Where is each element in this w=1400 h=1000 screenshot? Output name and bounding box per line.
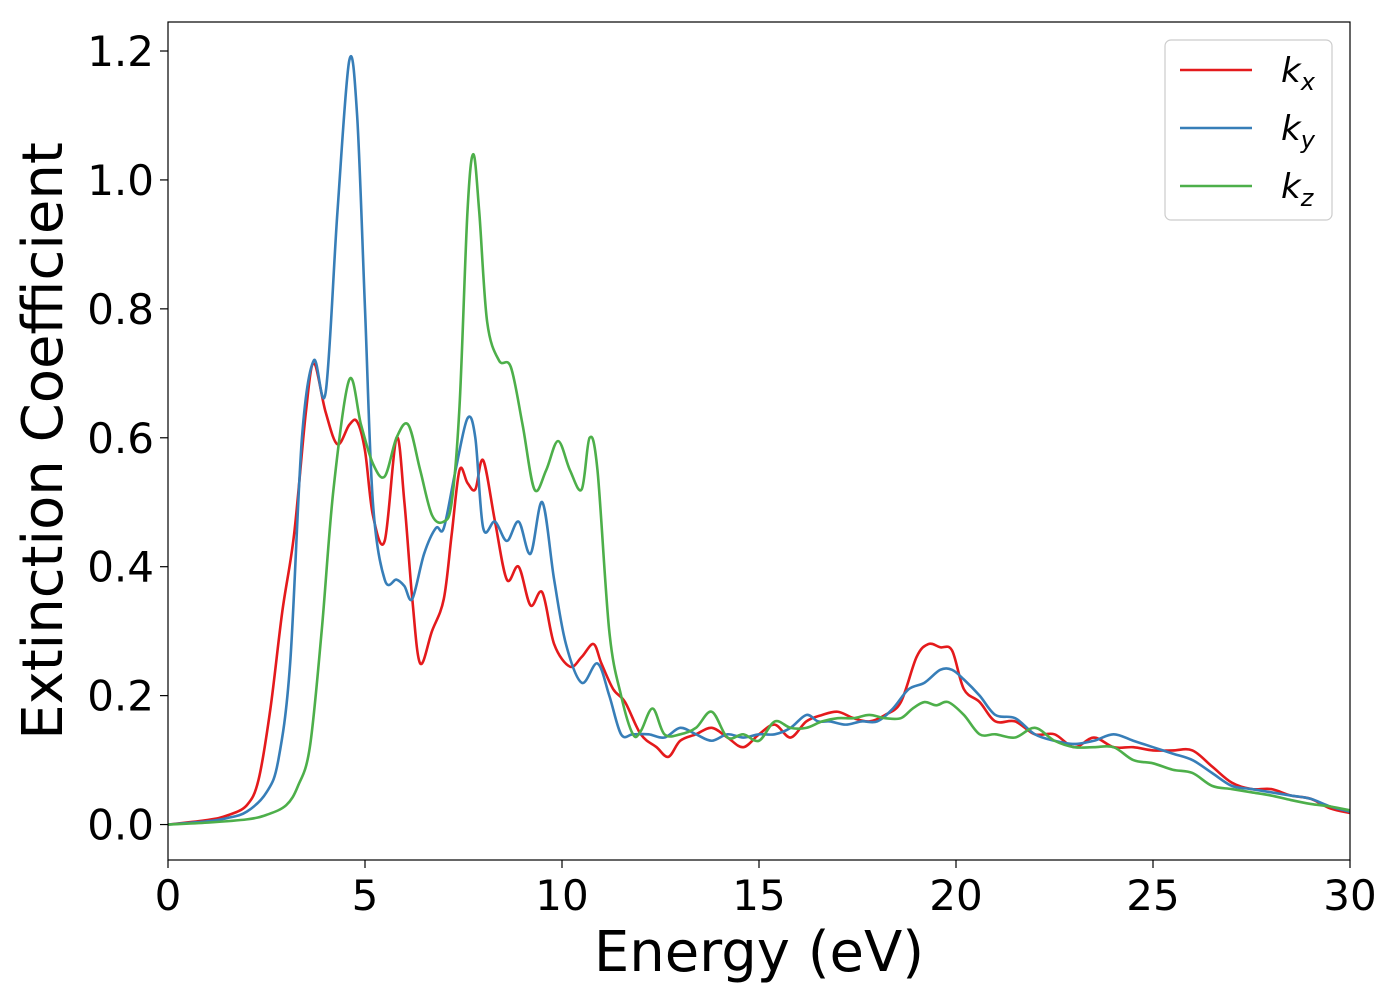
x-tick-label: 0 <box>155 871 182 920</box>
y-tick-label: 0.2 <box>87 672 154 721</box>
y-tick-label: 0.0 <box>87 801 154 850</box>
y-tick-label: 0.6 <box>87 414 154 463</box>
x-axis-title: Energy (eV) <box>594 920 924 985</box>
x-tick-label: 15 <box>732 871 785 920</box>
legend-box <box>1164 39 1333 221</box>
series-line-kz <box>167 152 1351 826</box>
x-tick-label: 25 <box>1126 871 1179 920</box>
x-tick-label: 20 <box>929 871 982 920</box>
x-axis: 0 5 10 15 20 25 30 <box>155 860 1377 920</box>
y-tick-label: 1.0 <box>87 156 154 205</box>
x-tick-label: 10 <box>535 871 588 920</box>
y-axis: 0.0 0.2 0.4 0.6 0.8 1.0 1.2 <box>87 27 168 850</box>
x-tick-label: 30 <box>1323 871 1376 920</box>
y-tick-label: 0.8 <box>87 285 154 334</box>
y-tick-label: 0.4 <box>87 543 154 592</box>
y-tick-label: 1.2 <box>87 27 154 76</box>
series-layer <box>167 54 1351 826</box>
x-tick-label: 5 <box>352 871 379 920</box>
y-axis-title: Extinction Coefficient <box>11 142 76 740</box>
